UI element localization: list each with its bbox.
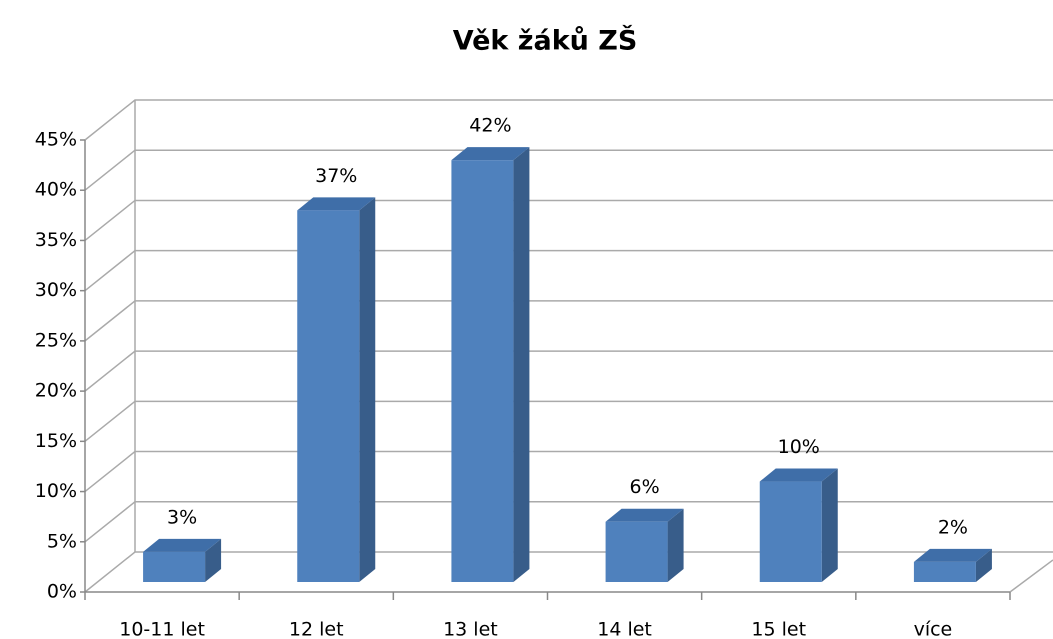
y-tick-label: 30% bbox=[35, 279, 77, 301]
grid-line bbox=[84, 350, 1053, 392]
x-tick-label: více bbox=[914, 619, 953, 639]
bar-side bbox=[821, 468, 838, 582]
bar-top bbox=[913, 548, 992, 562]
y-tick-label: 15% bbox=[35, 430, 77, 452]
y-tick-label: 5% bbox=[47, 530, 77, 552]
bar bbox=[451, 160, 514, 582]
data-label: 37% bbox=[315, 165, 357, 187]
grid-line bbox=[84, 199, 1053, 242]
data-label: 42% bbox=[469, 115, 511, 137]
floor-edge bbox=[1009, 559, 1053, 593]
data-label: 6% bbox=[630, 476, 660, 498]
grid-line bbox=[84, 551, 1053, 593]
x-tick-label: 15 let bbox=[751, 619, 806, 639]
bar bbox=[297, 210, 360, 582]
y-tick-label: 35% bbox=[35, 229, 77, 251]
chart-title: Věk žáků ZŠ bbox=[453, 25, 638, 57]
bar bbox=[913, 561, 976, 582]
y-tick-label: 10% bbox=[35, 480, 77, 502]
y-tick-label: 20% bbox=[35, 380, 77, 402]
bar-top bbox=[451, 147, 530, 161]
data-label: 2% bbox=[938, 516, 968, 538]
y-tick-label: 40% bbox=[35, 179, 77, 201]
y-tick-label: 25% bbox=[35, 329, 77, 351]
grid-line bbox=[84, 149, 1053, 191]
bar bbox=[143, 551, 206, 582]
bar-side bbox=[667, 508, 684, 582]
y-tick-label: 45% bbox=[35, 129, 77, 151]
bar-top bbox=[759, 468, 838, 482]
bar bbox=[605, 521, 668, 582]
bar-side bbox=[359, 197, 376, 582]
y-tick-label: 0% bbox=[47, 581, 77, 603]
grid-line bbox=[84, 300, 1053, 342]
grid-line bbox=[84, 249, 1053, 292]
bar-top bbox=[605, 508, 684, 522]
bar-top bbox=[143, 538, 222, 552]
bar bbox=[759, 481, 822, 582]
bar-side bbox=[975, 548, 992, 582]
grid-line bbox=[84, 450, 1053, 493]
grid-line bbox=[84, 400, 1053, 442]
x-tick-label: 13 let bbox=[443, 619, 498, 639]
x-tick-label: 12 let bbox=[289, 619, 344, 639]
data-label: 10% bbox=[778, 436, 820, 458]
x-tick-label: 14 let bbox=[597, 619, 652, 639]
grid-line bbox=[84, 501, 1053, 543]
bar-top bbox=[297, 197, 376, 211]
x-tick-label: 10-11 let bbox=[119, 619, 205, 639]
bar-side bbox=[513, 147, 530, 582]
data-label: 3% bbox=[167, 506, 197, 528]
grid-line bbox=[84, 99, 1053, 141]
bar-side bbox=[205, 538, 222, 582]
